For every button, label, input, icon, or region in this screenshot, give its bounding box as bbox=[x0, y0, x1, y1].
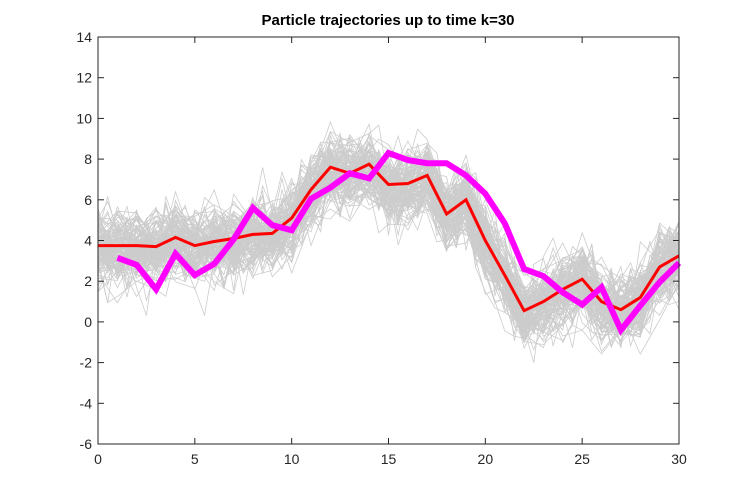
x-axis-ticks: 0 5 10 15 20 25 30 bbox=[94, 37, 687, 467]
x-tick-label: 15 bbox=[381, 451, 397, 467]
particle-trajectory bbox=[97, 162, 680, 324]
y-tick-label: 6 bbox=[84, 192, 92, 208]
x-tick-label: 30 bbox=[671, 451, 687, 467]
y-tick-label: -2 bbox=[80, 355, 93, 371]
y-tick-label: 8 bbox=[84, 151, 92, 167]
y-tick-label: 0 bbox=[84, 314, 92, 330]
x-tick-label: 20 bbox=[478, 451, 494, 467]
y-axis-ticks: -6 -4 -2 0 2 4 6 8 10 12 14 bbox=[76, 29, 679, 452]
y-tick-label: -6 bbox=[80, 436, 93, 452]
x-tick-label: 0 bbox=[94, 451, 102, 467]
y-tick-label: 4 bbox=[84, 233, 92, 249]
particle-trajectory bbox=[97, 149, 680, 312]
chart-title: Particle trajectories up to time k=30 bbox=[261, 12, 514, 29]
x-tick-label: 5 bbox=[191, 451, 199, 467]
x-tick-label: 10 bbox=[284, 451, 300, 467]
particle-trajectory bbox=[97, 150, 680, 307]
series-layer bbox=[98, 149, 682, 336]
x-tick-label: 25 bbox=[574, 451, 590, 467]
particle-trajectory bbox=[97, 142, 680, 325]
y-tick-label: 10 bbox=[76, 110, 92, 126]
particle-trajectory bbox=[97, 151, 680, 334]
red-series-line bbox=[98, 162, 680, 313]
y-tick-label: 12 bbox=[76, 70, 92, 86]
magenta-series-line bbox=[116, 149, 682, 336]
y-tick-label: 14 bbox=[76, 29, 92, 45]
y-tick-label: -4 bbox=[80, 395, 93, 411]
particle-trajectory bbox=[97, 175, 680, 337]
particle-trajectory bbox=[97, 135, 680, 328]
particle-trajectory bbox=[97, 175, 680, 341]
y-tick-label: 2 bbox=[84, 273, 92, 289]
